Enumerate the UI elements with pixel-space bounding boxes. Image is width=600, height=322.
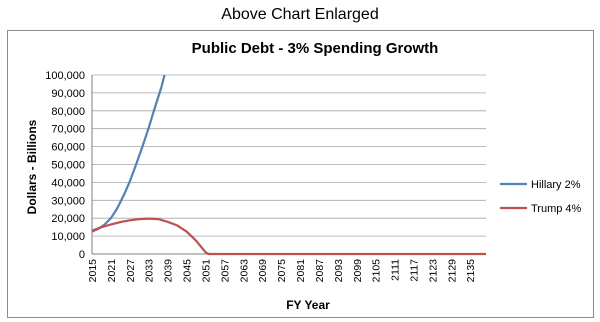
legend-label: Trump 4%	[531, 203, 582, 215]
debt-line-chart: Public Debt - 3% Spending Growth 0 10,000…	[25, 40, 582, 312]
chart-title: Public Debt - 3% Spending Growth	[192, 40, 439, 57]
series-line-2	[91, 217, 486, 256]
y-tick-label: 30,000	[51, 195, 85, 207]
legend: Hillary 2% Trump 4%	[500, 179, 582, 215]
y-tick-labels: 0 10,000 20,000 30,000 40,000 50,000 60,000 70,…	[45, 70, 85, 261]
x-tick-label: 2039	[163, 259, 175, 283]
x-tick-label: 2027	[125, 259, 137, 283]
x-tick-label: 2015	[87, 259, 99, 283]
y-tick-label: 40,000	[51, 177, 85, 189]
y-tick-label: 90,000	[51, 88, 85, 100]
x-axis-label: FY Year	[286, 298, 330, 312]
y-tick-label: 0	[79, 249, 85, 261]
y-tick-label: 60,000	[51, 142, 85, 154]
y-tick-label: 10,000	[51, 231, 85, 243]
x-tick-label: 2063	[238, 259, 250, 283]
x-tick-label: 2021	[106, 259, 118, 283]
x-tick-label: 2087	[314, 259, 326, 283]
y-tick-label: 80,000	[51, 106, 85, 118]
x-tick-label: 2075	[276, 259, 288, 283]
y-axis-label: Dollars - Billions	[25, 119, 39, 214]
gridlines	[92, 74, 486, 237]
series-lines	[91, 74, 486, 256]
y-tick-label: 50,000	[51, 160, 85, 172]
series-line-1	[91, 74, 166, 233]
chart-caption: Above Chart Enlarged	[221, 6, 379, 23]
x-tick-label: 2069	[257, 259, 269, 283]
x-tick-label: 2123	[427, 259, 439, 283]
x-tick-label: 2117	[409, 259, 421, 282]
x-tick-labels: 2015 2021 2027 2033 2039 2045 2051 2057 2063 2069…	[87, 259, 477, 283]
chart-panel: Public Debt - 3% Spending Growth 0 10,000…	[7, 30, 594, 318]
x-tick-label: 2081	[295, 259, 307, 283]
x-tick-label: 2033	[144, 259, 156, 283]
y-tick-label: 20,000	[51, 213, 85, 225]
x-tick-label: 2129	[446, 259, 458, 283]
x-tick-label: 2051	[200, 259, 212, 283]
y-tick-label: 100,000	[45, 70, 85, 82]
x-tick-label: 2057	[219, 259, 231, 283]
legend-label: Hillary 2%	[531, 179, 581, 191]
x-tick-label: 2099	[352, 259, 364, 283]
x-tick-label: 2045	[182, 259, 194, 283]
x-tick-label: 2093	[333, 259, 345, 283]
x-tick-label: 2135	[465, 259, 477, 283]
y-tick-label: 70,000	[51, 124, 85, 136]
x-tick-label: 2105	[371, 259, 383, 283]
x-tick-label: 2111	[390, 259, 402, 281]
